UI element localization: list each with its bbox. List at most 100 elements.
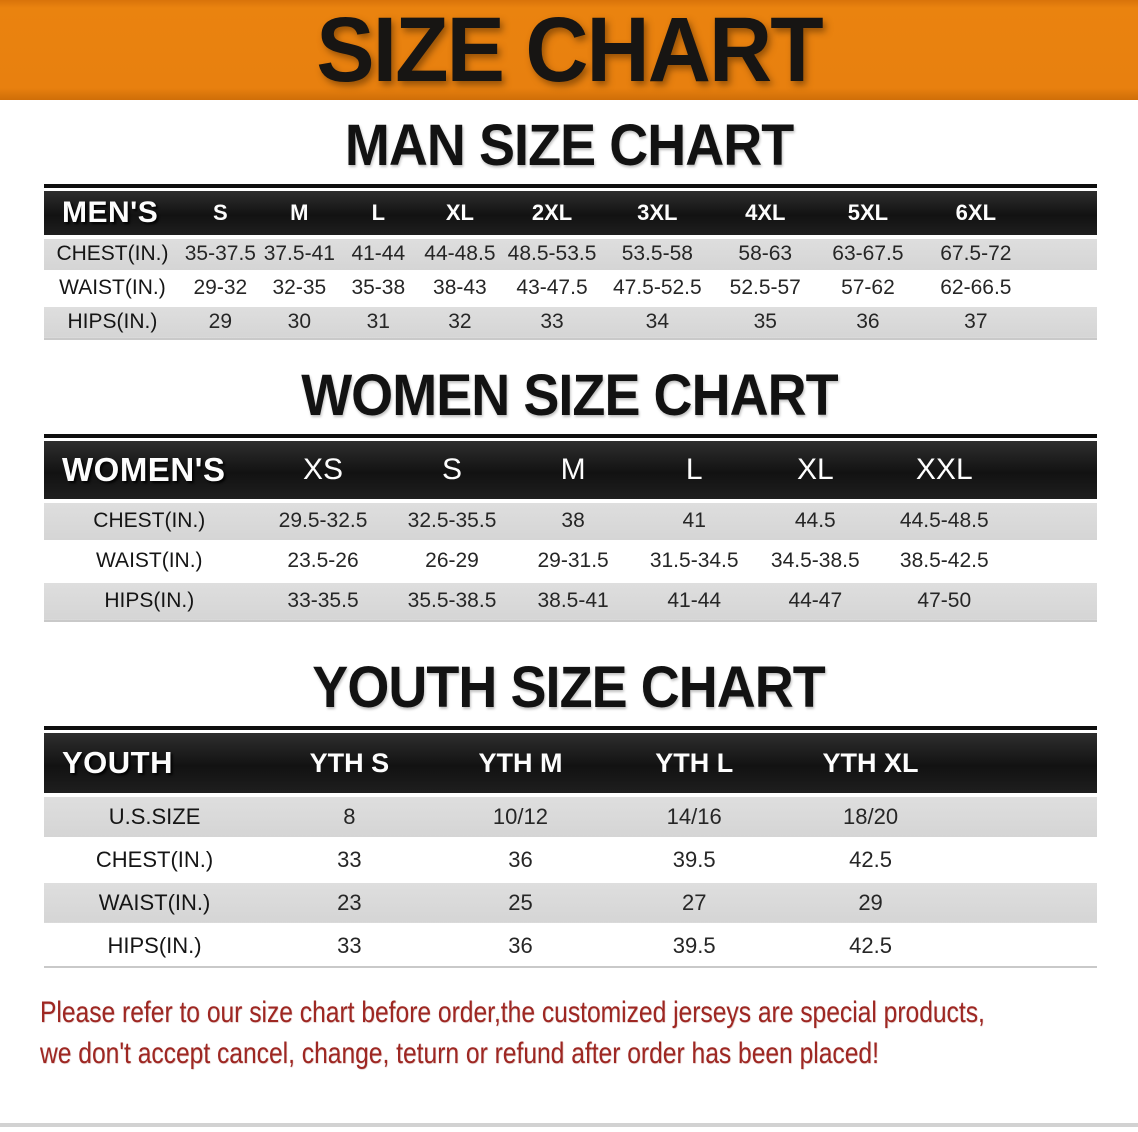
value-cell: 27: [607, 879, 782, 924]
value-cell: 32.5-35.5: [391, 499, 513, 541]
value-cell: 32: [417, 303, 503, 340]
youth-measurement-row: HIPS(IN.) 33 36 39.5 42.5: [44, 922, 1097, 968]
women-table: WOMEN'S XS S M L XL XXL CHEST(IN.) 29.5-32.5 32.5…: [44, 441, 1097, 622]
row-label: WAIST(IN.): [44, 269, 181, 305]
filler-cell: [1012, 539, 1097, 581]
filler-cell: [960, 879, 1097, 924]
value-cell: 47.5-52.5: [602, 269, 713, 305]
youth-section: YOUTH SIZE CHART YOUTH YTH S YTH M YTH L YTH…: [0, 655, 1138, 968]
women-size-header: XL: [754, 441, 876, 501]
youth-header-row: YOUTH YTH S YTH M YTH L YTH XL: [44, 733, 1097, 795]
value-cell: 57-62: [817, 269, 918, 305]
row-label: HIPS(IN.): [44, 303, 181, 340]
value-cell: 39.5: [607, 922, 782, 968]
row-label: CHEST(IN.): [44, 499, 255, 541]
value-cell: 34.5-38.5: [754, 539, 876, 581]
filler-cell: [1033, 235, 1097, 271]
men-size-header: 4XL: [712, 191, 818, 237]
filler-cell: [960, 793, 1097, 838]
value-cell: 39.5: [607, 836, 782, 881]
value-cell: 38.5-41: [512, 579, 634, 622]
value-cell: 31.5-34.5: [633, 539, 755, 581]
youth-section-heading-text: YOUTH SIZE CHART: [312, 655, 826, 720]
value-cell: 42.5: [781, 836, 961, 881]
value-cell: 41-44: [633, 579, 755, 622]
value-cell: 35.5-38.5: [391, 579, 513, 622]
value-cell: 10/12: [433, 793, 608, 838]
youth-size-header: YTH L: [607, 733, 782, 795]
women-section-heading-text: WOMEN SIZE CHART: [300, 363, 838, 428]
value-cell: 30: [259, 303, 339, 340]
value-cell: 33: [265, 922, 434, 968]
value-cell: 32-35: [259, 269, 339, 305]
youth-size-header: YTH XL: [781, 733, 961, 795]
row-label: CHEST(IN.): [44, 235, 181, 271]
value-cell: 29-32: [180, 269, 260, 305]
filler-cell: [1033, 191, 1097, 237]
women-measurement-row: HIPS(IN.) 33-35.5 35.5-38.5 38.5-41 41-44 44-…: [44, 579, 1097, 622]
value-cell: 58-63: [712, 235, 818, 271]
value-cell: 43-47.5: [502, 269, 603, 305]
value-cell: 14/16: [607, 793, 782, 838]
men-measurement-row: WAIST(IN.) 29-32 32-35 35-38 38-43 43-47.5 47.…: [44, 269, 1097, 305]
value-cell: 41: [633, 499, 755, 541]
value-cell: 33-35.5: [254, 579, 392, 622]
men-table: MEN'S S M L XL 2XL 3XL 4XL 5XL 6XL CHEST(IN.) 35-37…: [44, 191, 1097, 340]
youth-size-header: YTH M: [433, 733, 608, 795]
women-measurement-row: CHEST(IN.) 29.5-32.5 32.5-35.5 38 41 44.5 44.5…: [44, 499, 1097, 541]
men-measurement-row: HIPS(IN.) 29 30 31 32 33 34 35 36 37: [44, 303, 1097, 340]
women-size-header: S: [391, 441, 513, 501]
value-cell: 29: [180, 303, 260, 340]
men-size-header: 2XL: [502, 191, 603, 237]
value-cell: 36: [433, 836, 608, 881]
value-cell: 35-38: [338, 269, 418, 305]
men-size-header: M: [259, 191, 339, 237]
value-cell: 33: [265, 836, 434, 881]
value-cell: 35-37.5: [180, 235, 260, 271]
value-cell: 42.5: [781, 922, 961, 968]
men-size-header: S: [180, 191, 260, 237]
value-cell: 23.5-26: [254, 539, 392, 581]
women-section-heading: WOMEN SIZE CHART: [0, 363, 1138, 428]
filler-cell: [1033, 303, 1097, 340]
women-size-table: WOMEN'S XS S M L XL XXL CHEST(IN.) 29.5-32.5 32.5…: [44, 434, 1097, 622]
men-section: MAN SIZE CHART MEN'S S M L XL 2XL 3XL 4XL 5XL 6XL…: [0, 113, 1138, 340]
value-cell: 29: [781, 879, 961, 924]
value-cell: 62-66.5: [917, 269, 1034, 305]
title-banner: SIZE CHART: [0, 0, 1138, 100]
value-cell: 44.5-48.5: [875, 499, 1013, 541]
youth-measurement-row: U.S.SIZE 8 10/12 14/16 18/20: [44, 793, 1097, 838]
row-label: WAIST(IN.): [44, 879, 266, 924]
value-cell: 44-47: [754, 579, 876, 622]
row-label: CHEST(IN.): [44, 836, 266, 881]
value-cell: 8: [265, 793, 434, 838]
value-cell: 44-48.5: [417, 235, 503, 271]
value-cell: 37: [917, 303, 1034, 340]
youth-measurement-row: WAIST(IN.) 23 25 27 29: [44, 879, 1097, 924]
youth-section-heading: YOUTH SIZE CHART: [0, 655, 1138, 720]
men-measurement-row: CHEST(IN.) 35-37.5 37.5-41 41-44 44-48.5 48.5…: [44, 235, 1097, 271]
women-size-header: XS: [254, 441, 392, 501]
men-size-header: L: [338, 191, 418, 237]
filler-cell: [1012, 579, 1097, 622]
men-header-row: MEN'S S M L XL 2XL 3XL 4XL 5XL 6XL: [44, 191, 1097, 237]
value-cell: 36: [817, 303, 918, 340]
youth-size-table: YOUTH YTH S YTH M YTH L YTH XL U.S.SIZE 8 10/12…: [44, 726, 1097, 968]
men-size-header: 6XL: [917, 191, 1034, 237]
value-cell: 38.5-42.5: [875, 539, 1013, 581]
men-section-heading-text: MAN SIZE CHART: [344, 113, 794, 178]
value-cell: 26-29: [391, 539, 513, 581]
women-size-header: XXL: [875, 441, 1013, 501]
value-cell: 29-31.5: [512, 539, 634, 581]
bottom-divider: [0, 1123, 1138, 1127]
disclaimer-line-1: Please refer to our size chart before or…: [40, 996, 985, 1029]
men-corner-label: MEN'S: [44, 191, 181, 237]
youth-table: YOUTH YTH S YTH M YTH L YTH XL U.S.SIZE 8 10/12…: [44, 733, 1097, 968]
value-cell: 41-44: [338, 235, 418, 271]
row-label: U.S.SIZE: [44, 793, 266, 838]
value-cell: 44.5: [754, 499, 876, 541]
men-size-table: MEN'S S M L XL 2XL 3XL 4XL 5XL 6XL CHEST(IN.) 35-37…: [44, 184, 1097, 340]
value-cell: 37.5-41: [259, 235, 339, 271]
filler-cell: [960, 836, 1097, 881]
